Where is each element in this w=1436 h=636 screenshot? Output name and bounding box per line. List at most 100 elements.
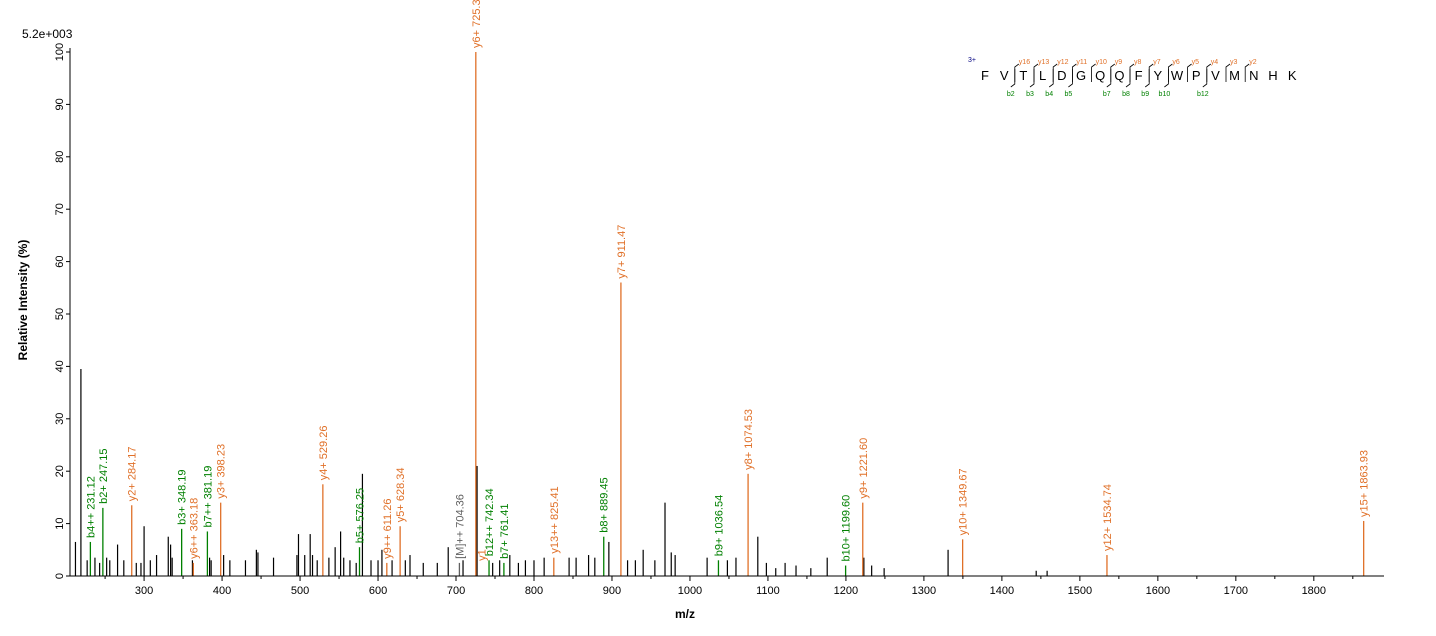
peak-label: y12+ 1534.74	[1102, 484, 1114, 551]
y-tick-label: 80	[54, 151, 66, 163]
y-tick-label: 60	[54, 255, 66, 267]
residue: F	[1135, 68, 1143, 83]
b-ion-label: b12	[1197, 91, 1209, 98]
y-ion-label: y4	[1211, 59, 1219, 66]
residue: M	[1229, 68, 1240, 83]
y-tick-label: 0	[54, 573, 66, 579]
peak-label: y4+ 529.26	[318, 426, 330, 481]
residue: T	[1019, 68, 1027, 83]
b-cleavage-marker	[1202, 69, 1208, 88]
b-ion-label: b9	[1141, 91, 1149, 98]
x-tick-label: 1100	[756, 585, 780, 597]
peak-label: b8+ 889.45	[599, 477, 611, 532]
x-tick-label: 1600	[1146, 585, 1170, 597]
b-cleavage-marker	[1164, 69, 1169, 88]
y-ion-label: y2	[1249, 59, 1257, 66]
y-tick-label: 30	[54, 413, 66, 425]
charge-state: 3+	[968, 57, 976, 64]
peak-label: b2+ 247.15	[98, 449, 110, 504]
b-cleavage-marker	[1106, 69, 1112, 88]
y-ion-label: y3	[1230, 59, 1238, 66]
peak-label: y9+ 1221.60	[858, 438, 870, 499]
y-ion-label: y13	[1038, 59, 1049, 66]
y-cleavage-marker	[1033, 63, 1039, 82]
residue: D	[1057, 68, 1066, 83]
y-cleavage-marker	[1014, 63, 1020, 82]
peak-label: y3+ 398.23	[216, 444, 228, 499]
axes-group: 0 10 20 30 40 50 60 70 80 90 100 300 400 500 600 700 800…	[54, 43, 1384, 597]
b-ion-label: b4	[1045, 91, 1053, 98]
y-ion-label: y8	[1134, 59, 1142, 66]
b-cleavage-marker	[1010, 69, 1016, 88]
residue: Q	[1095, 68, 1105, 83]
x-tick-label: 400	[213, 585, 231, 597]
peak-label: y13++ 825.41	[549, 486, 561, 553]
peak-label: b7+ 761.41	[499, 504, 511, 559]
residue: Y	[1153, 68, 1162, 83]
peak-label: y8+ 1074.53	[743, 409, 755, 470]
y-tick-label: 20	[54, 465, 66, 477]
x-tick-label: 1800	[1302, 585, 1326, 597]
peak-label: y7+ 911.47	[616, 225, 628, 279]
x-tick-label: 1300	[912, 585, 936, 597]
peaks-group: b4++ 231.12 b2+ 247.15 y2+ 284.17 b3+ 348.1…	[74, 0, 1371, 576]
x-tick-label: 900	[603, 585, 621, 597]
y-cleavage-marker	[1091, 63, 1096, 82]
peak-label: b5+ 576.25	[355, 488, 367, 543]
peak-label: [M]++ 704.36	[454, 494, 466, 559]
b-ion-label: b10	[1159, 91, 1171, 98]
y-cleavage-marker	[1187, 63, 1192, 82]
y-ion-label: y11	[1076, 59, 1087, 66]
scale-max-label: 5.2e+003	[22, 27, 73, 41]
peak-label: b12++ 742.34	[484, 488, 496, 556]
y-tick-label: 100	[54, 43, 66, 61]
residue: G	[1076, 68, 1086, 83]
b-ion-label: b3	[1026, 91, 1034, 98]
y-cleavage-marker	[1244, 63, 1250, 82]
y-ion-label: y16	[1019, 59, 1030, 66]
b-cleavage-marker	[1144, 69, 1150, 88]
residue: V	[1211, 68, 1220, 83]
b-ion-label: b7	[1103, 91, 1111, 98]
y-ion-label: y9	[1115, 59, 1123, 66]
y-tick-label: 50	[54, 308, 66, 320]
y-tick-label: 70	[54, 203, 66, 215]
y-cleavage-marker	[1225, 63, 1231, 82]
b-cleavage-marker	[1068, 69, 1073, 88]
x-tick-label: 600	[369, 585, 387, 597]
peak-label: b7++ 381.19	[202, 466, 214, 528]
peak-label: y6++ 363.18	[188, 498, 200, 559]
peak-label: y6+ 725.39	[471, 0, 483, 48]
y-tick-label: 40	[54, 360, 66, 372]
residue: N	[1249, 68, 1258, 83]
peak-label: b10+ 1199.60	[841, 495, 853, 562]
residue: P	[1192, 68, 1201, 83]
x-tick-label: 1200	[834, 585, 858, 597]
y-tick-label: 90	[54, 98, 66, 110]
y-ion-label: y12	[1057, 59, 1068, 66]
b-ion-label: b5	[1065, 91, 1073, 98]
y-ion-label: y6	[1172, 59, 1180, 66]
y-cleavage-marker	[1129, 63, 1135, 82]
peak-label: y10+ 1349.67	[958, 468, 970, 535]
x-tick-label: 700	[447, 585, 465, 597]
x-tick-label: 1400	[990, 585, 1014, 597]
y-ion-label: y5	[1192, 59, 1200, 66]
residue: F	[981, 68, 989, 83]
residue: K	[1288, 68, 1297, 83]
y-ion-label: y7	[1153, 59, 1161, 66]
b-ion-label: b2	[1007, 91, 1015, 98]
residue: L	[1039, 68, 1046, 83]
peak-label: y5+ 628.34	[395, 467, 407, 522]
b-ion-label: b8	[1122, 91, 1130, 98]
residue: W	[1171, 68, 1184, 83]
peak-label: b3+ 348.19	[177, 469, 189, 524]
x-tick-label: 1000	[678, 585, 702, 597]
residue: Q	[1114, 68, 1124, 83]
x-tick-label: 300	[135, 585, 153, 597]
y-ion-label: y10	[1096, 59, 1107, 66]
y-axis-title: Relative Intensity (%)	[16, 240, 30, 361]
x-tick-label: 1500	[1068, 585, 1092, 597]
